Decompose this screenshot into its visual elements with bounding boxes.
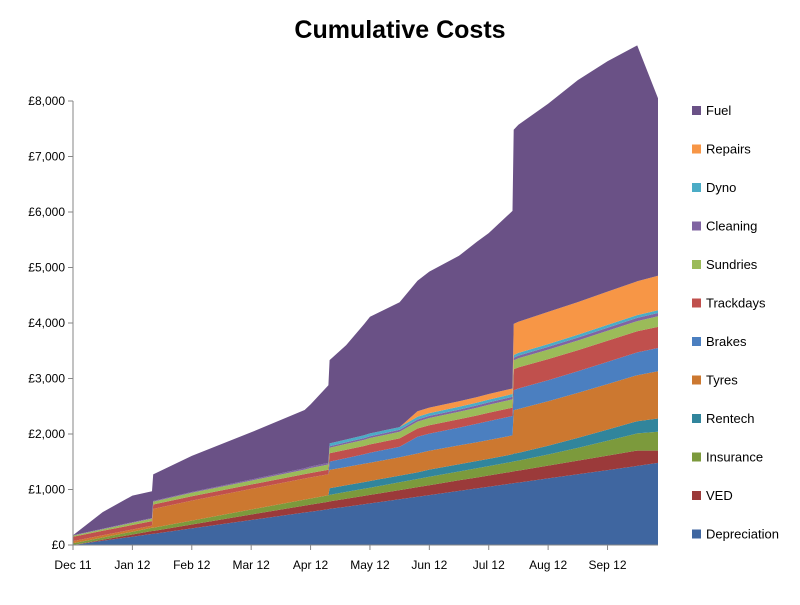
legend-swatch-fuel	[692, 106, 701, 115]
y-tick-label: £1,000	[28, 483, 65, 497]
legend-label-cleaning: Cleaning	[706, 219, 757, 234]
x-tick-label: Jan 12	[114, 558, 150, 572]
area-series-insurance	[73, 431, 658, 545]
y-tick-label: £8,000	[28, 94, 65, 108]
chart-title: Cumulative Costs	[294, 16, 505, 44]
legend-swatch-repairs	[692, 144, 701, 154]
y-tick-label: £4,000	[28, 316, 65, 330]
legend: Fuel Repairs Dyno Cleaning Sundries Trackdays…	[692, 103, 779, 542]
legend-label-brakes: Brakes	[706, 334, 747, 349]
legend-swatch-trackdays	[692, 298, 701, 308]
area-series-ved	[73, 450, 658, 545]
area-series-brakes	[73, 348, 658, 542]
area-series-tyres	[73, 371, 658, 544]
legend-label-ved: VED	[706, 488, 733, 503]
x-tick-label: May 12	[350, 558, 390, 572]
y-tick-label: £5,000	[28, 261, 65, 275]
legend-label-sundries: Sundries	[706, 257, 758, 272]
legend-swatch-dyno	[692, 183, 701, 192]
legend-swatch-ved	[692, 491, 701, 500]
x-tick-label: Mar 12	[232, 558, 270, 572]
x-tick-label: Aug 12	[529, 558, 567, 572]
legend-label-dyno: Dyno	[706, 180, 736, 195]
y-tick-label: £3,000	[28, 372, 65, 386]
legend-swatch-insurance	[692, 452, 701, 462]
x-tick-label: Sep 12	[588, 558, 626, 572]
area-series-repairs	[73, 275, 658, 536]
legend-label-depreciation: Depreciation	[706, 527, 779, 542]
x-tick-label: Jul 12	[473, 558, 505, 572]
legend-label-insurance: Insurance	[706, 450, 763, 465]
legend-swatch-tyres	[692, 375, 701, 385]
axes-group: £0 £1,000 £2,000 £3,000 £4,000 £5,000 £6,000 £7…	[28, 94, 658, 572]
area-series-trackdays	[73, 326, 658, 542]
x-tick-label: Jun 12	[411, 558, 447, 572]
area-series-depreciation	[73, 462, 658, 545]
x-tick-label: Apr 12	[293, 558, 329, 572]
legend-swatch-depreciation	[692, 529, 701, 539]
y-tick-label: £2,000	[28, 427, 65, 441]
legend-label-trackdays: Trackdays	[706, 296, 766, 311]
legend-label-tyres: Tyres	[706, 373, 738, 388]
area-series-sundries	[73, 316, 658, 537]
legend-swatch-rentech	[692, 414, 701, 423]
y-tick-label: £6,000	[28, 205, 65, 219]
y-tick-label: £0	[52, 538, 66, 552]
y-tick-label: £7,000	[28, 150, 65, 164]
legend-swatch-sundries	[692, 260, 701, 269]
area-series-group	[73, 45, 658, 545]
legend-label-fuel: Fuel	[706, 103, 731, 118]
legend-label-repairs: Repairs	[706, 142, 751, 157]
legend-swatch-cleaning	[692, 221, 701, 231]
legend-label-rentech: Rentech	[706, 411, 754, 426]
x-tick-label: Dec 11	[54, 558, 91, 572]
x-tick-label: Feb 12	[173, 558, 211, 572]
legend-swatch-brakes	[692, 337, 701, 346]
area-series-fuel	[73, 45, 658, 536]
